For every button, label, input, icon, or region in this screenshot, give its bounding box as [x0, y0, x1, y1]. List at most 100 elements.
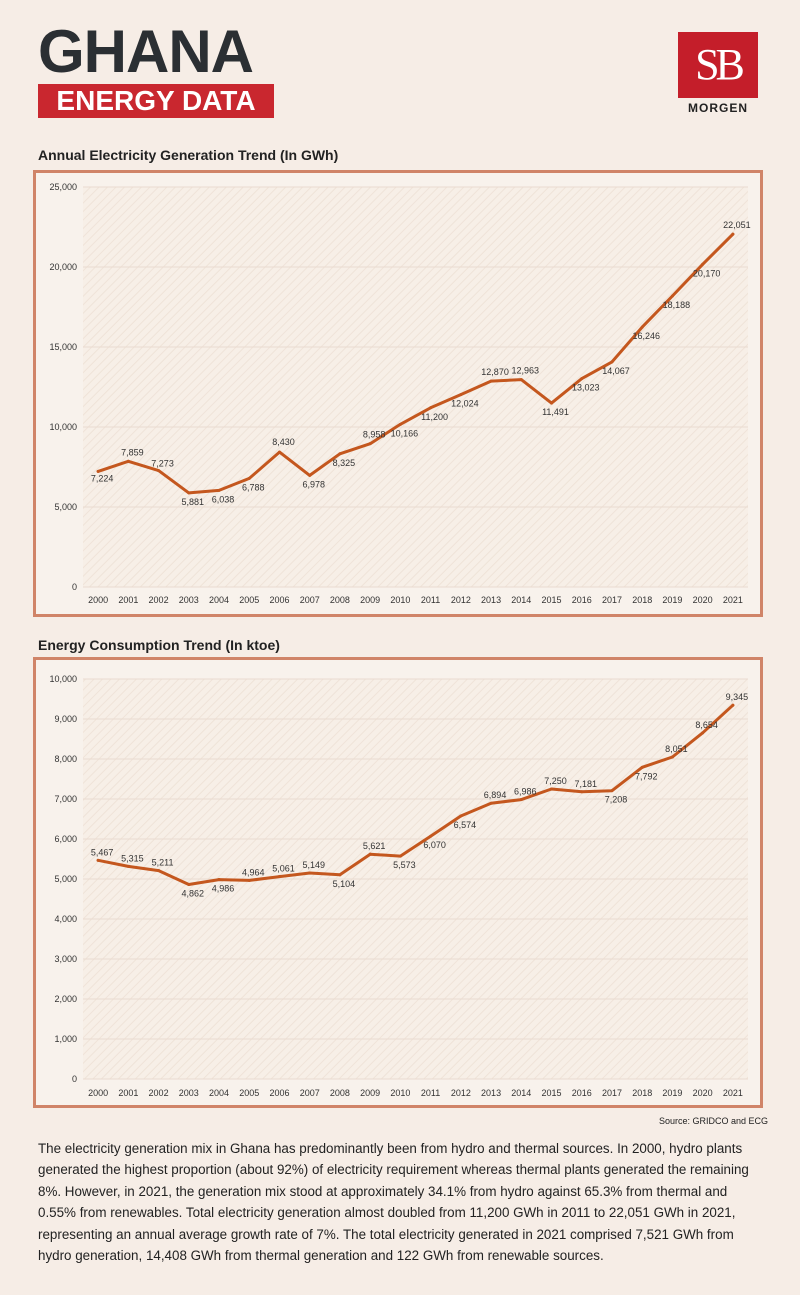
- data-point: [217, 878, 221, 882]
- x-tick-label: 2017: [602, 595, 622, 605]
- y-tick-label: 9,000: [54, 714, 77, 724]
- data-label: 7,250: [544, 776, 567, 786]
- data-point: [187, 491, 191, 495]
- data-label: 9,345: [726, 692, 749, 702]
- y-tick-label: 2,000: [54, 994, 77, 1004]
- data-label: 4,964: [242, 867, 265, 877]
- data-point: [398, 422, 402, 426]
- brand-logo: SB MORGEN: [678, 32, 758, 118]
- consumption-chart: 0 1,000 2,000 3,000 4,000 5,000 6,000 7,000 8,00…: [49, 674, 749, 1098]
- data-point: [580, 790, 584, 794]
- y-tick-label: 5,000: [54, 874, 77, 884]
- y-tick-label: 25,000: [49, 182, 77, 192]
- data-point: [550, 401, 554, 405]
- chart-frame-generation: 0 5,000 10,000 15,000 20,000 25,000 2000 2001 20…: [33, 170, 763, 617]
- x-tick-label: 2005: [239, 595, 259, 605]
- data-label: 8,430: [272, 437, 295, 447]
- x-tick-label: 2004: [209, 595, 229, 605]
- chart-title-generation: Annual Electricity Generation Trend (In …: [38, 147, 339, 163]
- data-label: 14,067: [602, 366, 630, 376]
- data-label: 5,881: [182, 497, 205, 507]
- x-tick-label: 2001: [118, 1088, 138, 1098]
- data-label: 6,978: [302, 479, 325, 489]
- data-point: [217, 488, 221, 492]
- source-note: Source: GRIDCO and ECG: [658, 1116, 768, 1126]
- data-label: 12,870: [481, 367, 509, 377]
- x-tick-label: 2011: [421, 1088, 440, 1098]
- data-point: [459, 393, 463, 397]
- y-tick-label: 15,000: [49, 342, 77, 352]
- chart-frame-consumption: 0 1,000 2,000 3,000 4,000 5,000 6,000 7,000 8,00…: [33, 657, 763, 1108]
- data-point: [429, 406, 433, 410]
- x-tick-label: 2009: [360, 1088, 380, 1098]
- x-tick-label: 2010: [390, 1088, 410, 1098]
- x-tick-label: 2012: [451, 595, 471, 605]
- data-label: 13,023: [572, 383, 600, 393]
- data-label: 10,166: [391, 428, 419, 438]
- data-point: [247, 476, 251, 480]
- x-tick-label: 2003: [179, 1088, 199, 1098]
- y-tick-label: 1,000: [54, 1034, 77, 1044]
- data-label: 5,315: [121, 853, 144, 863]
- data-label: 7,224: [91, 473, 114, 483]
- y-tick-label: 0: [72, 1074, 77, 1084]
- x-tick-label: 2006: [269, 595, 289, 605]
- data-point: [96, 858, 100, 862]
- data-point: [610, 360, 614, 364]
- data-point: [368, 442, 372, 446]
- data-point: [701, 262, 705, 266]
- data-point: [338, 452, 342, 456]
- series-line: [96, 703, 735, 886]
- data-point: [640, 325, 644, 329]
- x-tick-label: 2015: [542, 595, 562, 605]
- data-label: 6,070: [423, 840, 446, 850]
- data-point: [519, 378, 523, 382]
- chart-title-consumption: Energy Consumption Trend (In ktoe): [38, 637, 280, 653]
- data-point: [550, 787, 554, 791]
- x-tick-label: 2007: [300, 595, 320, 605]
- data-label: 7,273: [151, 459, 174, 469]
- data-label: 11,200: [421, 412, 448, 422]
- data-point: [277, 450, 281, 454]
- data-point: [277, 875, 281, 879]
- y-tick-label: 10,000: [49, 422, 77, 432]
- data-point: [308, 473, 312, 477]
- data-label: 12,024: [451, 399, 479, 409]
- x-tick-label: 2021: [723, 1088, 743, 1098]
- x-tick-label: 2008: [330, 595, 350, 605]
- page-subtitle: ENERGY DATA: [38, 84, 274, 118]
- logo-letters: SB: [678, 32, 758, 98]
- data-label: 5,573: [393, 860, 416, 870]
- data-label: 5,621: [363, 841, 386, 851]
- x-tick-label: 2011: [421, 595, 440, 605]
- x-tick-label: 2017: [602, 1088, 622, 1098]
- data-label: 16,246: [632, 331, 660, 341]
- data-point: [187, 883, 191, 887]
- data-label: 6,986: [514, 787, 537, 797]
- x-tick-label: 2001: [118, 595, 138, 605]
- data-label: 7,208: [605, 795, 628, 805]
- data-point: [731, 232, 735, 236]
- data-label: 5,211: [152, 858, 174, 868]
- data-label: 7,859: [121, 447, 144, 457]
- y-tick-label: 5,000: [54, 502, 77, 512]
- x-tick-label: 2002: [149, 1088, 169, 1098]
- x-tick-label: 2013: [481, 1088, 501, 1098]
- data-label: 5,467: [91, 847, 114, 857]
- x-tick-label: 2016: [572, 1088, 592, 1098]
- x-tick-label: 2014: [511, 1088, 531, 1098]
- data-label: 8,958: [363, 430, 386, 440]
- x-tick-label: 2015: [542, 1088, 562, 1098]
- data-label: 6,788: [242, 482, 265, 492]
- data-label: 18,188: [663, 300, 691, 310]
- data-label: 7,792: [635, 771, 658, 781]
- data-point: [610, 789, 614, 793]
- description-paragraph: The electricity generation mix in Ghana …: [38, 1141, 749, 1264]
- data-point: [338, 873, 342, 877]
- x-tick-label: 2006: [269, 1088, 289, 1098]
- y-tick-label: 7,000: [54, 794, 77, 804]
- data-label: 11,491: [542, 407, 569, 417]
- data-point: [489, 801, 493, 805]
- data-label: 4,862: [182, 889, 205, 899]
- data-point: [429, 834, 433, 838]
